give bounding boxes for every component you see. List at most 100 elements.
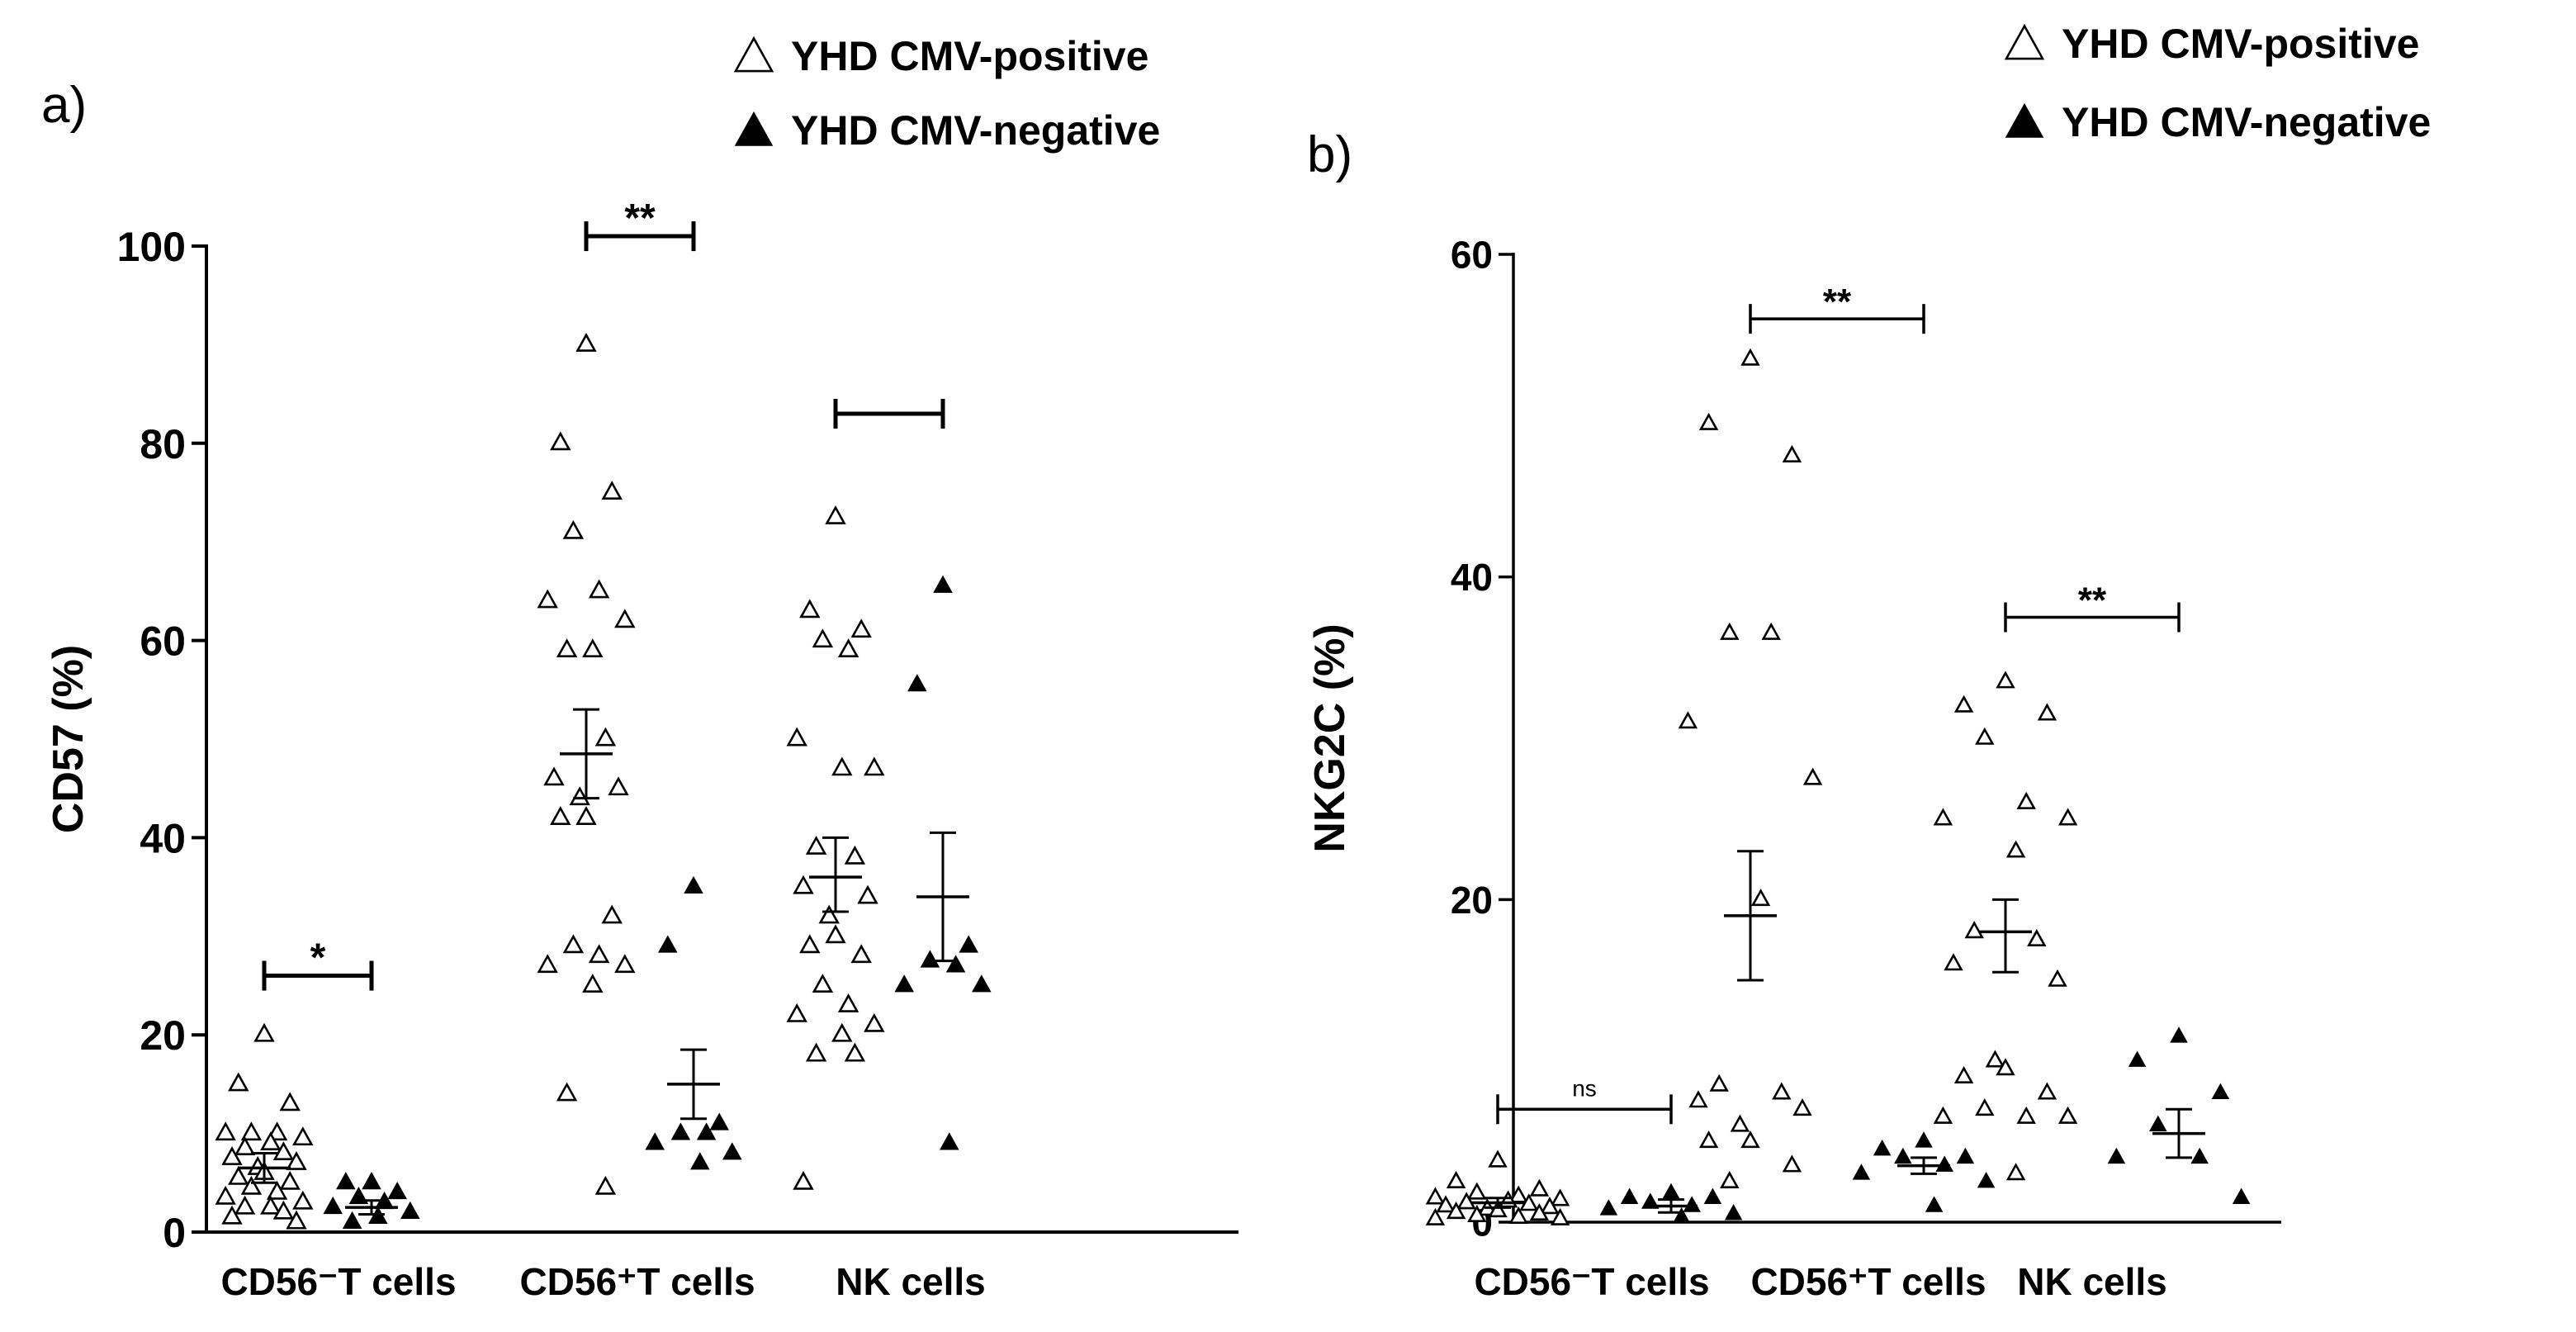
data-point-cmv-positive — [2005, 840, 2026, 858]
data-point-cmv-positive — [799, 599, 821, 619]
data-point-cmv-negative — [2128, 1050, 2147, 1067]
y-tick-label: 0 — [163, 1210, 186, 1256]
data-point-cmv-positive — [1953, 1065, 1974, 1083]
data-point-cmv-positive — [1488, 1200, 1508, 1218]
data-point-cmv-positive — [1750, 889, 1771, 907]
y-tick-label: 80 — [140, 421, 186, 467]
significance-label: * — [310, 936, 326, 980]
data-point-cmv-positive — [537, 589, 558, 609]
data-point-cmv-positive — [1996, 671, 2015, 689]
data-point-cmv-positive — [550, 431, 571, 451]
data-point-cmv-positive — [1698, 1131, 1719, 1149]
x-category-label: NK cells — [836, 1260, 986, 1303]
data-point-cmv-positive — [1975, 1097, 1995, 1116]
data-point-cmv-positive — [1508, 1206, 1528, 1224]
data-point-cmv-negative — [658, 935, 678, 953]
data-point-cmv-negative — [1683, 1196, 1701, 1212]
legend-label: YHD CMV-positive — [791, 33, 1148, 79]
data-point-cmv-positive — [582, 974, 604, 993]
data-point-cmv-positive — [818, 904, 840, 924]
data-point-cmv-positive — [1529, 1202, 1550, 1221]
data-point-cmv-negative — [1977, 1172, 1996, 1188]
data-point-cmv-positive — [575, 806, 597, 826]
data-point-cmv-negative — [645, 1132, 665, 1150]
data-point-cmv-positive — [614, 609, 636, 628]
y-tick-label: 100 — [117, 224, 186, 270]
data-point-cmv-negative — [670, 1122, 691, 1140]
legend-label: YHD CMV-negative — [791, 107, 1160, 154]
significance-label: ** — [624, 197, 656, 240]
y-tick-label: 40 — [1451, 556, 1493, 599]
data-point-cmv-positive — [594, 727, 617, 747]
data-point-cmv-negative — [323, 1196, 343, 1215]
data-point-cmv-positive — [837, 638, 859, 658]
data-point-cmv-positive — [286, 1151, 307, 1170]
data-point-cmv-positive — [2057, 808, 2078, 826]
data-point-cmv-positive — [1446, 1202, 1466, 1220]
data-point-cmv-positive — [1792, 1097, 1812, 1116]
data-point-cmv-negative — [972, 974, 992, 993]
data-point-cmv-positive — [1550, 1188, 1570, 1206]
data-point-cmv-negative — [920, 950, 940, 968]
data-point-cmv-positive — [805, 835, 827, 855]
data-point-cmv-negative — [342, 1211, 362, 1229]
data-point-cmv-negative — [2232, 1187, 2251, 1204]
data-point-cmv-positive — [272, 1200, 295, 1220]
data-point-cmv-positive — [844, 845, 866, 865]
data-point-cmv-positive — [588, 579, 610, 599]
data-point-cmv-positive — [215, 1185, 236, 1205]
data-point-cmv-negative — [1599, 1199, 1618, 1216]
data-point-cmv-negative — [945, 955, 966, 973]
y-axis-label: NKG2C (%) — [1306, 623, 1354, 852]
y-tick-label: 60 — [1451, 234, 1493, 277]
significance-label: ** — [2078, 581, 2107, 621]
y-tick-label: 20 — [1451, 879, 1493, 922]
data-point-cmv-positive — [562, 934, 585, 954]
data-point-cmv-positive — [831, 1022, 853, 1042]
data-point-cmv-negative — [959, 935, 978, 953]
data-point-cmv-negative — [894, 974, 914, 993]
data-point-cmv-positive — [1975, 727, 1995, 745]
data-point-cmv-positive — [260, 1195, 282, 1215]
data-point-cmv-negative — [1935, 1155, 1953, 1172]
data-point-cmv-positive — [1529, 1178, 1550, 1197]
data-point-cmv-positive — [1933, 808, 1953, 826]
data-point-cmv-positive — [812, 628, 834, 648]
data-point-cmv-positive — [1446, 1170, 1466, 1188]
data-point-cmv-positive — [1678, 711, 1698, 729]
data-point-cmv-positive — [1540, 1197, 1560, 1215]
data-point-cmv-negative — [387, 1181, 407, 1200]
data-point-cmv-positive — [234, 1136, 256, 1155]
data-point-cmv-negative — [1662, 1183, 1680, 1200]
data-point-cmv-positive — [266, 1180, 288, 1200]
data-point-cmv-positive — [1488, 1150, 1508, 1168]
data-point-cmv-positive — [1740, 348, 1760, 366]
legend-marker-filled-triangle — [734, 111, 774, 146]
data-point-cmv-positive — [272, 1141, 295, 1160]
data-point-cmv-positive — [2016, 791, 2036, 809]
data-point-cmv-positive — [1740, 1131, 1760, 1149]
data-point-cmv-negative — [1703, 1187, 1722, 1204]
data-point-cmv-positive — [601, 904, 623, 924]
data-point-cmv-negative — [933, 575, 953, 593]
data-point-cmv-negative — [696, 1122, 717, 1140]
data-point-cmv-positive — [1782, 444, 1802, 462]
data-point-cmv-positive — [240, 1175, 263, 1195]
data-point-cmv-negative — [1925, 1196, 1944, 1212]
data-point-cmv-positive — [850, 619, 872, 638]
y-tick-label: 20 — [140, 1012, 186, 1059]
panel-label: b) — [1307, 126, 1352, 183]
data-point-cmv-negative — [2107, 1147, 2126, 1164]
data-point-cmv-negative — [690, 1152, 710, 1170]
significance-label: ns — [1572, 1075, 1597, 1101]
data-point-cmv-positive — [292, 1126, 314, 1146]
y-tick-label: 60 — [140, 619, 186, 665]
x-category-label: CD56⁺T cells — [1750, 1260, 1986, 1303]
data-point-cmv-positive — [837, 993, 859, 1012]
data-point-cmv-positive — [857, 884, 878, 904]
data-point-cmv-positive — [575, 333, 597, 352]
data-point-cmv-positive — [537, 954, 558, 974]
data-point-cmv-positive — [215, 1121, 236, 1141]
data-point-cmv-positive — [543, 766, 565, 786]
